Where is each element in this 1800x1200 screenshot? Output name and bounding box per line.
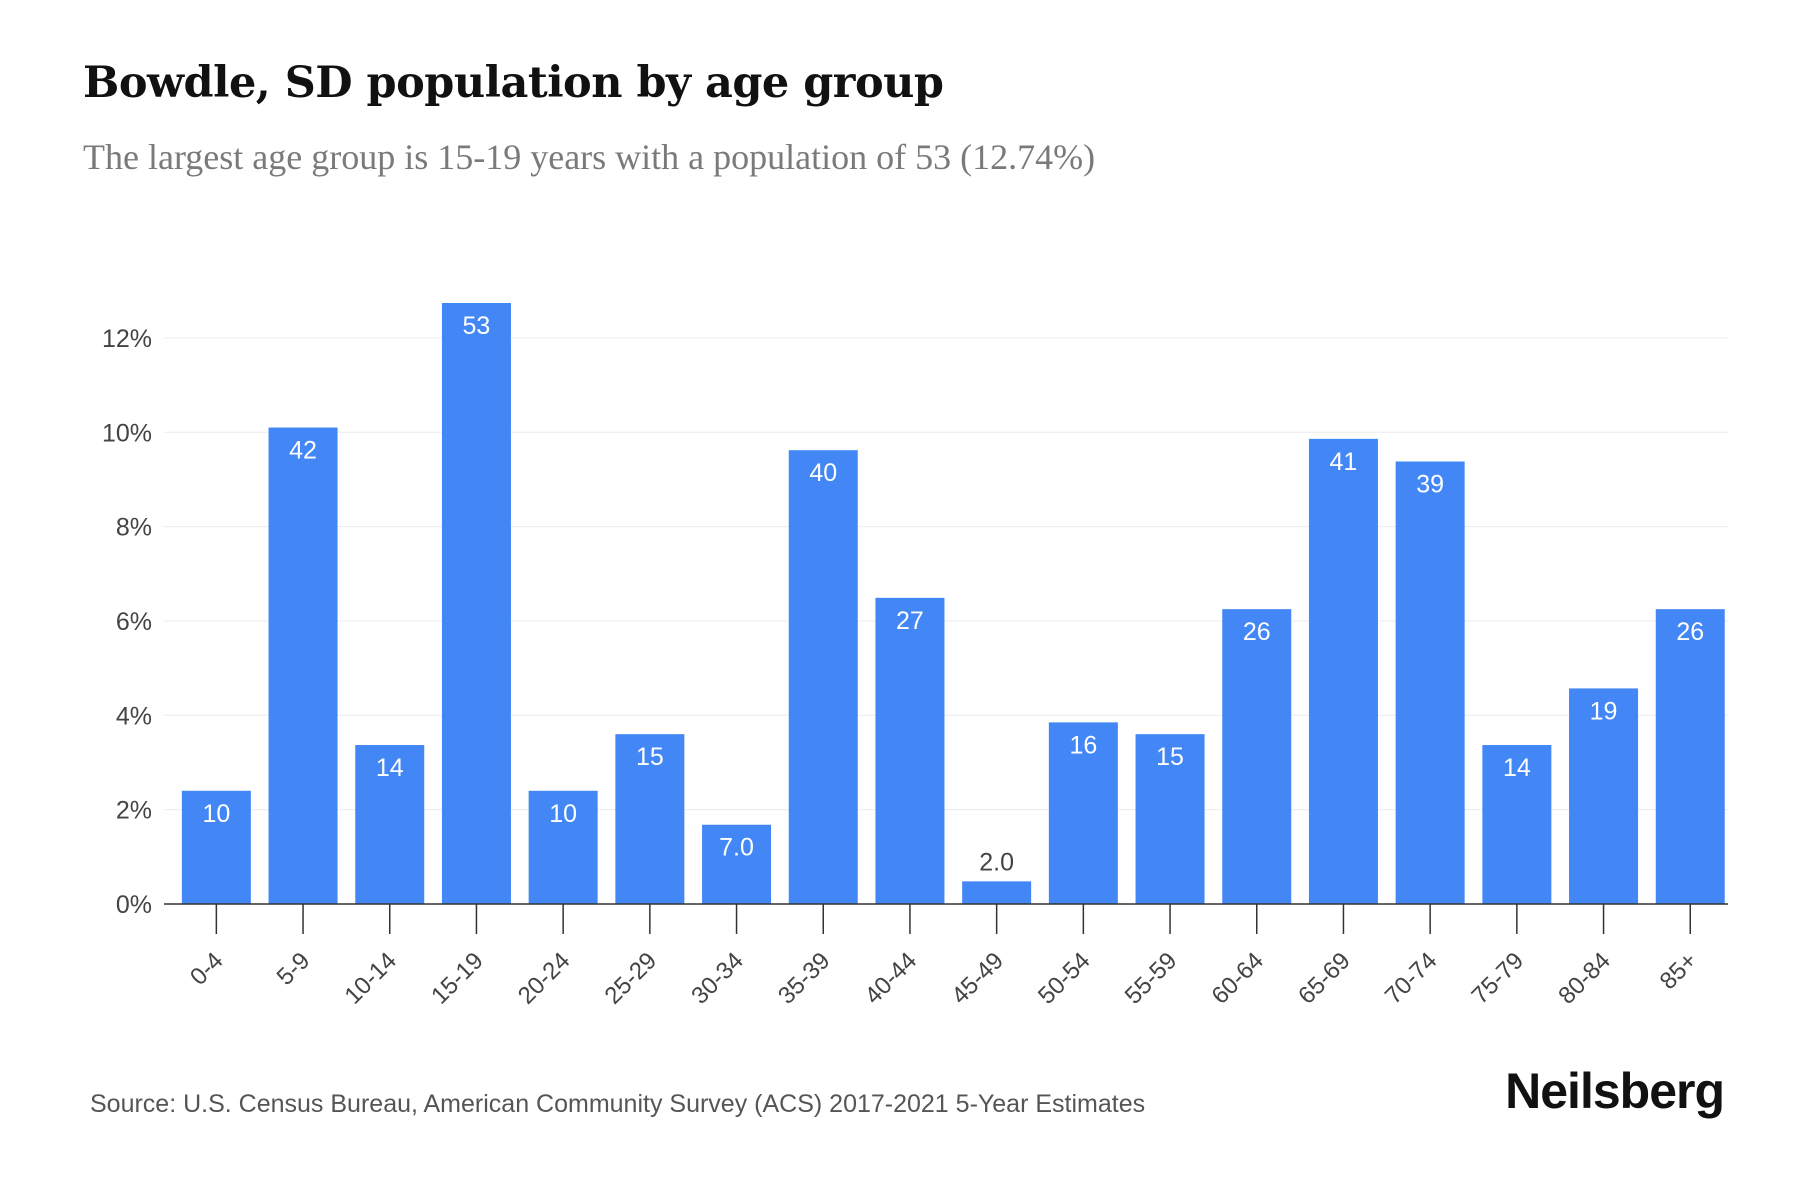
x-tick-label: 40-44 [860,947,923,1010]
y-tick-label: 8% [116,514,152,542]
bar [962,881,1032,904]
bar [1048,722,1118,904]
y-tick-label: 2% [116,797,152,825]
bar [181,790,251,904]
bar-value-label: 14 [1503,754,1531,782]
x-tick-label: 55-59 [1120,947,1183,1010]
y-tick-label: 0% [116,891,152,919]
bar-value-label: 10 [549,800,577,828]
x-tick-label: 15-19 [426,947,489,1010]
bar-value-label: 2.0 [979,848,1014,876]
brand-logo: Neilsberg [1505,1063,1725,1119]
x-tick-label: 25-29 [600,947,663,1010]
bar-value-label: 27 [896,607,924,635]
x-tick-label: 80-84 [1553,947,1616,1010]
chart-subtitle: The largest age group is 15-19 years wit… [83,137,1096,177]
bar-value-labels: 10 42 14 53 10 15 7.0 40 27 2.0 16 15 26 41 39 14 19 26 [202,312,1704,876]
bar [1135,734,1205,904]
x-tick-label: 20-24 [513,947,576,1010]
bar [1655,609,1725,904]
bar-value-label: 26 [1676,618,1704,646]
bar [1482,745,1552,904]
bar [1395,461,1465,904]
bar-value-label: 7.0 [719,834,754,862]
x-tick-label: 50-54 [1033,947,1096,1010]
y-tick-label: 4% [116,702,152,730]
bar-value-label: 16 [1069,731,1097,759]
bar-value-label: 41 [1330,448,1358,476]
bar [1569,688,1639,904]
bar [528,790,598,904]
y-tick-label: 6% [116,608,152,636]
x-tick-label: 85+ [1655,947,1703,995]
x-axis [164,903,1728,934]
x-tick-label: 30-34 [686,947,749,1010]
bar-value-label: 39 [1416,471,1444,499]
bar [1222,609,1292,904]
x-tick-label: 65-69 [1293,947,1356,1010]
x-tick-label: 5-9 [272,947,316,991]
bar [615,734,685,904]
x-tick-label: 75-79 [1467,947,1530,1010]
y-axis-ticks: 0% 2% 4% 6% 8% 10% 12% [102,325,152,919]
x-axis-ticks: 0-4 5-9 10-14 15-19 20-24 25-29 30-34 35-39 40-4… [185,947,1703,1010]
source-note: Source: U.S. Census Bureau, American Com… [90,1090,1146,1118]
bar-value-label: 14 [376,754,404,782]
x-tick-label: 10-14 [339,947,402,1010]
y-tick-label: 12% [102,325,152,353]
bar-value-label: 10 [202,800,230,828]
x-tick-label: 35-39 [773,947,836,1010]
bar-value-label: 19 [1590,697,1618,725]
bar-value-label: 15 [1156,743,1184,771]
x-tick-label: 60-64 [1206,947,1269,1010]
bar-value-label: 53 [463,312,491,340]
bar-value-label: 26 [1243,618,1271,646]
x-tick-label: 0-4 [185,947,229,991]
bar [355,745,425,904]
bar-value-label: 42 [289,437,317,465]
bar [788,450,858,904]
bar [1308,438,1378,904]
bar-value-label: 15 [636,743,664,771]
gridlines [164,337,1728,811]
bar [441,303,511,904]
x-tick-label: 45-49 [946,947,1009,1010]
chart-title: Bowdle, SD population by age group [83,58,944,108]
bar-value-label: 40 [809,459,837,487]
x-tick-label: 70-74 [1380,947,1443,1010]
bar [875,597,945,904]
bars [181,303,1725,904]
bar [268,427,338,904]
bar [702,824,772,904]
y-tick-label: 10% [102,419,152,447]
